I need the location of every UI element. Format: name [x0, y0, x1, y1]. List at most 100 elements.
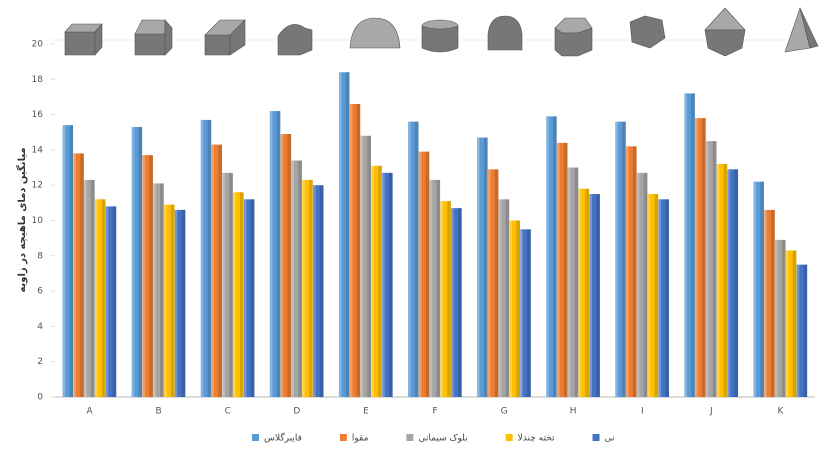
- bar: [243, 199, 255, 397]
- bar-highlight: [233, 192, 236, 397]
- bar-shade: [388, 172, 393, 397]
- bar-shade: [276, 111, 281, 397]
- bar: [626, 146, 637, 397]
- bar-shade: [101, 199, 106, 397]
- bar: [429, 179, 441, 397]
- bar-shade: [701, 118, 706, 397]
- bar-shade: [319, 185, 324, 397]
- bar-highlight: [615, 121, 618, 397]
- bar: [636, 172, 648, 397]
- bar: [269, 111, 281, 397]
- bar-highlight: [94, 199, 98, 397]
- bar-highlight: [269, 111, 273, 397]
- bar-shade: [170, 204, 175, 397]
- y-tick-label: 0: [37, 393, 43, 403]
- bar-shade: [250, 199, 255, 397]
- legend-label: بلوک سیمانی: [418, 433, 467, 444]
- x-tick-label: J: [709, 407, 713, 417]
- bar: [360, 135, 372, 397]
- bar-highlight: [546, 116, 549, 398]
- bar-highlight: [764, 209, 767, 397]
- bar: [658, 199, 669, 397]
- bar: [440, 201, 451, 397]
- bar-highlight: [753, 181, 757, 397]
- bar: [94, 199, 106, 397]
- bar: [556, 142, 568, 397]
- bar: [775, 239, 786, 397]
- bar: [727, 169, 739, 397]
- bar: [695, 118, 706, 397]
- bar-highlight: [498, 199, 502, 397]
- bar-highlight: [200, 119, 204, 398]
- x-tick-label: F: [432, 407, 437, 417]
- bar-shade: [643, 172, 648, 397]
- legend-swatch: [252, 434, 259, 441]
- bar-shade: [239, 192, 244, 397]
- bar: [520, 229, 531, 397]
- x-tick-label: A: [86, 407, 93, 417]
- bar-shade: [229, 172, 233, 397]
- bar-highlight: [291, 160, 295, 397]
- bar-shade: [414, 121, 419, 397]
- bar-highlight: [429, 179, 433, 397]
- bar-highlight: [142, 155, 146, 397]
- bar: [487, 169, 499, 397]
- bar-shade: [505, 199, 510, 397]
- bar-highlight: [243, 199, 247, 397]
- bar: [477, 137, 488, 398]
- bar-highlight: [222, 172, 225, 397]
- bar-shade: [803, 264, 808, 397]
- bar: [498, 199, 510, 397]
- bar-highlight: [280, 134, 284, 397]
- legend-swatch: [339, 434, 347, 441]
- bar-shade: [378, 165, 382, 397]
- bar-highlight: [153, 183, 156, 397]
- bar-highlight: [302, 179, 305, 397]
- bar-shade: [345, 72, 350, 398]
- legend-label: نی: [605, 434, 615, 444]
- bar-shade: [80, 153, 84, 397]
- bar-shade: [425, 151, 430, 397]
- x-tick-label: E: [363, 407, 369, 417]
- bar: [174, 209, 186, 397]
- bar-highlight: [636, 172, 640, 397]
- bar: [546, 116, 557, 398]
- legend-swatch: [406, 434, 414, 441]
- bar-shade: [622, 121, 626, 397]
- bar: [647, 194, 659, 397]
- bar-highlight: [626, 146, 629, 397]
- y-tick-label: 12: [32, 181, 43, 191]
- bar-highlight: [371, 165, 374, 397]
- bar: [451, 208, 462, 397]
- bar-highlight: [658, 199, 662, 397]
- bar-shade: [712, 141, 717, 397]
- bar-shade: [553, 116, 557, 398]
- legend-swatch: [505, 434, 513, 441]
- bar-shade: [287, 134, 292, 397]
- bar: [764, 209, 775, 397]
- bar: [615, 121, 626, 397]
- bar-shade: [585, 188, 590, 397]
- bar: [684, 93, 695, 398]
- bar-shade: [734, 169, 739, 397]
- y-tick-label: 6: [37, 287, 43, 297]
- bar-shade: [356, 104, 361, 397]
- bar-highlight: [451, 208, 454, 397]
- bar-highlight: [775, 239, 778, 397]
- bar: [222, 172, 233, 397]
- x-tick-label: G: [501, 407, 508, 417]
- legend-label: مقوا: [352, 434, 369, 444]
- bar-highlight: [84, 179, 87, 397]
- x-tick-label: D: [293, 407, 300, 417]
- bar-highlight: [705, 141, 709, 397]
- bar-highlight: [716, 164, 720, 397]
- bar: [785, 250, 797, 397]
- y-tick-label: 16: [32, 110, 44, 120]
- legend-label: تخته چندلا: [518, 434, 555, 444]
- bar: [716, 164, 728, 397]
- bar-shade: [596, 194, 600, 397]
- bar-highlight: [382, 172, 385, 397]
- bar-highlight: [105, 206, 109, 397]
- bar-shade: [447, 201, 451, 397]
